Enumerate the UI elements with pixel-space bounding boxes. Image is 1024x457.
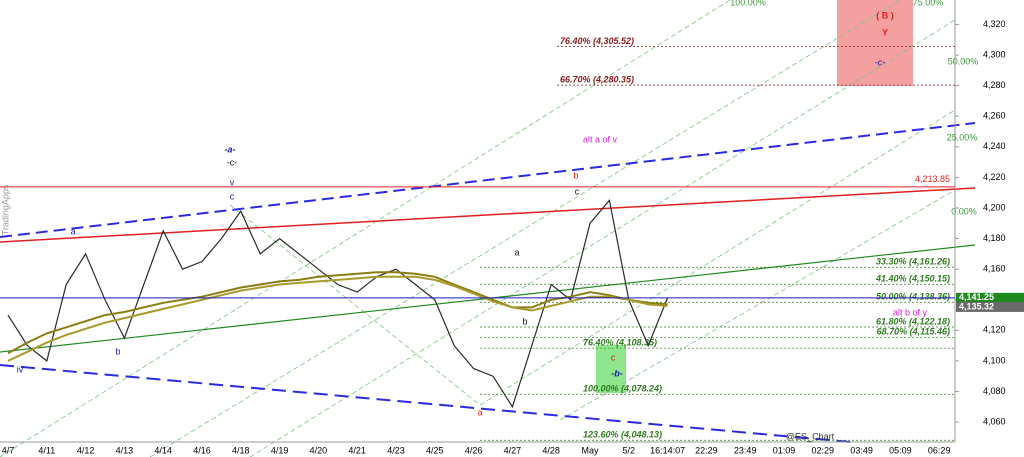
annotation: -c- <box>875 57 886 67</box>
annotation: -b- <box>611 368 623 378</box>
annotation: @ES_Chart <box>786 431 835 441</box>
annotation: b <box>115 346 120 356</box>
fib-label: 61.80% (4,122.18) <box>876 316 950 326</box>
x-tick-label: 4/7 <box>2 445 15 455</box>
y-tick-label: 4,080 <box>983 386 1006 396</box>
annotation: TradingApps <box>0 184 10 235</box>
x-tick-label: 06:29 <box>928 445 951 455</box>
support-box <box>596 345 626 393</box>
fib-label: 76.40% (4,108.35) <box>583 338 657 348</box>
annotation: -c- <box>227 157 238 167</box>
annotation: a <box>477 407 482 417</box>
lower-trendline <box>0 364 851 443</box>
y-tick-label: 4,280 <box>983 80 1006 90</box>
annotation: alt a of v <box>583 134 618 144</box>
x-tick-label: 4/13 <box>116 445 134 455</box>
annotation: 50.00% <box>948 56 979 66</box>
x-tick-label: 4/19 <box>271 445 289 455</box>
fib-label: 33.30% (4,161.26) <box>876 257 950 267</box>
x-tick-label: 23:49 <box>734 445 757 455</box>
x-tick-label: 4/18 <box>232 445 250 455</box>
fib-label: 41.40% (4,150.15) <box>875 274 950 284</box>
annotation: c <box>230 191 235 201</box>
x-tick-label: 4/12 <box>77 445 95 455</box>
x-tick-label: 4/16 <box>193 445 211 455</box>
annotation: Y <box>882 27 888 37</box>
y-tick-label: 4,220 <box>983 172 1006 182</box>
annotation: 0.00% <box>951 206 977 216</box>
annotation: c <box>575 186 580 196</box>
red-trendline <box>0 187 976 243</box>
annotation: b <box>522 316 527 326</box>
y-tick-label: 4,060 <box>983 416 1006 426</box>
channel-lines <box>0 0 956 457</box>
x-tick-label: 5/2 <box>623 445 636 455</box>
x-tick-label: 4/20 <box>310 445 328 455</box>
x-tick-label: 4/14 <box>154 445 172 455</box>
annotation: c <box>611 352 616 362</box>
annotation: v <box>230 177 235 187</box>
x-tick-label: 4/11 <box>38 445 55 455</box>
price-tag: 4,213.85 <box>915 174 950 184</box>
x-tick-label: 22:29 <box>695 445 718 455</box>
fib-label: 66.70% (4,280.35) <box>560 74 634 84</box>
x-tick-label: May <box>581 445 599 455</box>
y-tick-label: 4,320 <box>983 19 1006 29</box>
annotation: iv <box>17 364 24 374</box>
target-box <box>837 0 913 86</box>
y-tick-label: 4,260 <box>983 111 1006 121</box>
y-tick-label: 4,120 <box>983 325 1006 335</box>
y-tick-label: 4,200 <box>983 202 1006 212</box>
annotation: -a- <box>225 144 236 154</box>
x-tick-label: 4/23 <box>387 445 405 455</box>
annotation: alt b of y <box>893 307 928 317</box>
y-tick-label: 4,160 <box>983 264 1006 274</box>
y-tick-label: 4,180 <box>983 233 1006 243</box>
y-tick-label: 4,300 <box>983 49 1006 59</box>
price-line <box>7 199 669 409</box>
x-tick-label: 4/27 <box>504 445 522 455</box>
price-tag: 4,135.32 <box>959 301 994 311</box>
moving-average <box>7 271 668 355</box>
annotation: 100.00% <box>730 0 766 7</box>
x-tick-label: 16:14:07 <box>650 445 685 455</box>
x-tick-label: 03:49 <box>850 445 873 455</box>
y-tick-label: 4,100 <box>983 355 1006 365</box>
fib-label: 123.60% (4,048.13) <box>583 430 662 440</box>
x-tick-label: 4/21 <box>348 445 366 455</box>
annotation: 75.00% <box>913 0 944 7</box>
moving-average <box>7 275 668 362</box>
upper-trendline <box>0 122 976 238</box>
annotation: 25.00% <box>947 132 978 142</box>
annotation: a <box>70 226 75 236</box>
annotation: ( B ) <box>876 10 894 20</box>
fib-label: 68.70% (4,115.46) <box>877 327 950 337</box>
fib-label: 76.40% (4,305.52) <box>560 36 634 46</box>
price-tag-box <box>956 292 1024 303</box>
price-tag-box <box>956 301 1024 312</box>
annotation: b <box>573 170 578 180</box>
price-tag: 4,141.25 <box>959 292 994 302</box>
fib-label: 50.00% (4,138.36) <box>876 292 950 302</box>
x-tick-label: 4/26 <box>465 445 483 455</box>
fib-label: 100.00% (4,078.24) <box>583 384 662 394</box>
y-tick-label: 4,240 <box>983 141 1006 151</box>
x-tick-label: 4/28 <box>542 445 560 455</box>
x-tick-label: 01:09 <box>773 445 796 455</box>
x-tick-label: 4/25 <box>426 445 444 455</box>
annotation: a <box>514 247 519 257</box>
x-tick-label: 05:09 <box>889 445 912 455</box>
x-tick-label: 02:29 <box>812 445 835 455</box>
